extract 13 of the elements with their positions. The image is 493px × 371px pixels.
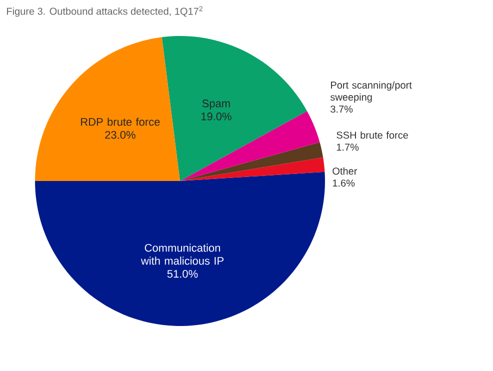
slice-label: SSH brute force — [336, 131, 408, 139]
data-label: 3.7% — [330, 106, 353, 113]
data-label: 19.0% — [201, 112, 232, 120]
data-label: 1.7% — [336, 144, 359, 151]
slice-label: RDP brute force — [81, 118, 160, 126]
slice-label: Other — [332, 167, 358, 175]
data-label: 23.0% — [105, 131, 136, 139]
slice-label: Spam — [202, 100, 230, 110]
data-label: 1.6% — [332, 180, 355, 187]
data-label: 51.0% — [167, 270, 198, 278]
slice-label: Communication with malicious IP — [140, 244, 224, 265]
slice-label: Port scanning/port sweeping — [330, 81, 412, 103]
chart-title: Figure 3. Outbound attacks detected, 1Q17$^{2}$ — [7, 6, 202, 17]
